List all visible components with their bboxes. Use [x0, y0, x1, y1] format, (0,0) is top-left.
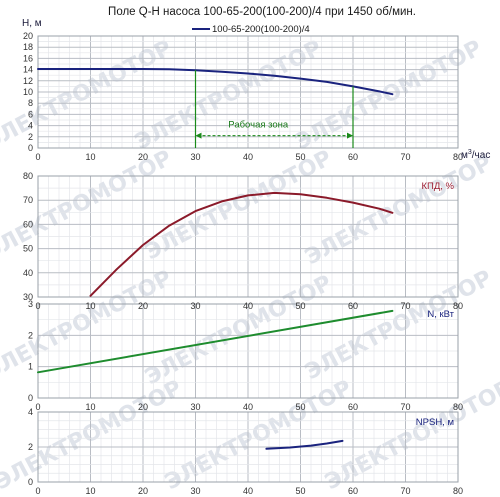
power-xtick-label: 20	[138, 402, 148, 412]
qh-ytick-label: 10	[23, 87, 33, 97]
npsh-xtick-label: 60	[348, 486, 358, 496]
eff-panel-label: КПД, %	[421, 181, 454, 192]
eff-xtick-label: 40	[243, 301, 253, 311]
x-axis-title: м3/час	[461, 149, 490, 161]
qh-xtick-label: 70	[400, 152, 410, 162]
qh-xtick-label: 0	[35, 152, 40, 162]
power-xtick-label: 80	[453, 402, 463, 412]
eff-ytick-label: 60	[23, 219, 33, 229]
npsh-xtick-label: 0	[35, 486, 40, 496]
npsh-xtick-label: 30	[190, 486, 200, 496]
qh-ytick-label: 0	[28, 143, 33, 153]
eff-frame	[37, 175, 459, 298]
chart-title: Поле Q-H насоса 100-65-200(100-200)/4 пр…	[108, 6, 416, 18]
y-axis-title: H, м	[22, 18, 42, 29]
zone-arrow-head-left	[195, 132, 202, 139]
eff-xtick-label: 10	[85, 301, 95, 311]
qh-xtick-label: 30	[190, 152, 200, 162]
eff-xtick-label: 80	[453, 301, 463, 311]
npsh-xtick-label: 80	[453, 486, 463, 496]
qh-xtick-label: 50	[295, 152, 305, 162]
power-xtick-label: 10	[85, 402, 95, 412]
power-ytick-label: 1	[28, 362, 33, 372]
eff-xtick-label: 20	[138, 301, 148, 311]
npsh-panel-label: NPSH, м	[416, 417, 454, 428]
npsh-ytick-label: 2	[28, 442, 33, 452]
x-axis-title-rest: /час	[472, 150, 491, 161]
qh-xtick-label: 10	[85, 152, 95, 162]
npsh-series-line-0	[265, 439, 344, 450]
qh-ytick-label: 18	[23, 42, 33, 52]
zone-arrow-head-right	[347, 132, 353, 139]
series-layer	[37, 68, 394, 450]
power-panel-label: N, кВт	[427, 309, 454, 320]
power-xtick-label: 0	[35, 402, 40, 412]
eff-xtick-label: 60	[348, 301, 358, 311]
npsh-ytick-label: 0	[28, 477, 33, 487]
power-ytick-label: 3	[28, 299, 33, 309]
npsh-xtick-label: 70	[400, 486, 410, 496]
npsh-xtick-label: 10	[85, 486, 95, 496]
power-frame	[37, 303, 459, 399]
npsh-frame	[37, 411, 459, 483]
qh-xtick-label: 20	[138, 152, 148, 162]
qh-frame	[37, 35, 459, 149]
eff-series-line-0	[89, 191, 394, 297]
qh-ytick-label: 20	[23, 31, 33, 41]
qh-ytick-label: 2	[28, 132, 33, 142]
qh-ytick-label: 6	[28, 109, 33, 119]
eff-xtick-label: 70	[400, 301, 410, 311]
qh-ytick-label: 4	[28, 121, 33, 131]
zone-label: Рабочая зона	[228, 120, 289, 131]
npsh-ytick-label: 4	[28, 407, 33, 417]
qh-ytick-label: 12	[23, 76, 33, 86]
qh-ytick-label: 16	[23, 53, 33, 63]
power-ytick-label: 2	[28, 330, 33, 340]
eff-xtick-label: 30	[190, 301, 200, 311]
npsh-xtick-label: 20	[138, 486, 148, 496]
eff-ytick-label: 40	[23, 268, 33, 278]
power-xtick-label: 60	[348, 402, 358, 412]
power-xtick-label: 50	[295, 402, 305, 412]
qh-xtick-label: 60	[348, 152, 358, 162]
qh-ytick-label: 14	[23, 65, 33, 75]
eff-ytick-label: 80	[23, 171, 33, 181]
legend-entry: 100-65-200(100-200)/4	[212, 24, 310, 35]
power-ytick-label: 0	[28, 393, 33, 403]
eff-xtick-label: 0	[35, 301, 40, 311]
x-axis-title-sup: 3	[468, 149, 472, 156]
x-axis-title-base: м	[461, 150, 468, 161]
qh-ytick-label: 8	[28, 98, 33, 108]
power-series-line-0	[37, 309, 394, 374]
eff-ytick-label: 50	[23, 244, 33, 254]
npsh-xtick-label: 50	[295, 486, 305, 496]
grid-layer	[37, 35, 459, 483]
power-xtick-label: 70	[400, 402, 410, 412]
qh-xtick-label: 40	[243, 152, 253, 162]
qh-xtick-label: 80	[453, 152, 463, 162]
npsh-xtick-label: 40	[243, 486, 253, 496]
power-xtick-label: 40	[243, 402, 253, 412]
frame-layer	[37, 35, 459, 483]
eff-xtick-label: 50	[295, 301, 305, 311]
eff-ytick-label: 70	[23, 195, 33, 205]
eff-ytick-label: 30	[23, 292, 33, 302]
power-xtick-label: 30	[190, 402, 200, 412]
